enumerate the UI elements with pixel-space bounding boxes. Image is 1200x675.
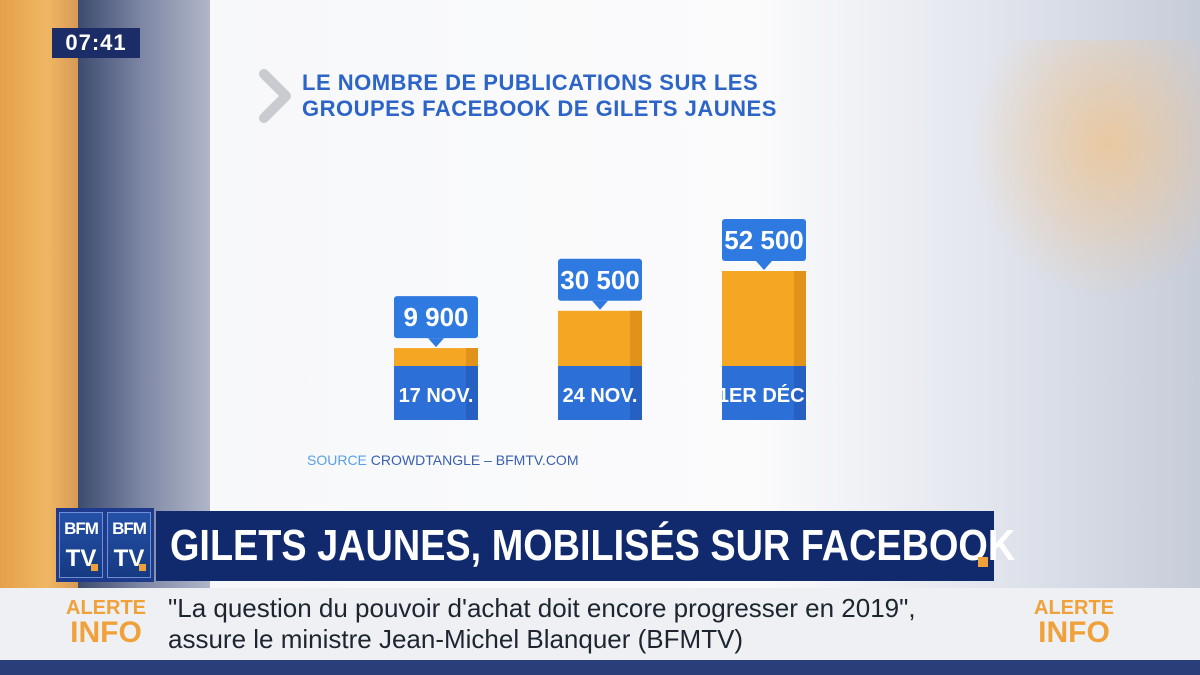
headline-banner: GILETS JAUNES, MOBILISÉS SUR FACEBOOK [156,511,1015,581]
logo-tile: BFM TV [59,512,103,578]
info-label: INFO [70,616,142,649]
logo-dot [91,564,98,571]
news-ticker [0,588,1200,660]
background-glow [970,40,1200,300]
bar-base [394,366,478,420]
category-label: 24 NOV. [563,385,638,407]
logo-text-bfm: BFM [112,519,147,538]
value-callout [558,258,642,301]
bar [722,271,806,366]
bar-side [630,310,642,366]
value-callout [722,219,806,261]
chart-title: LE NOMBRE DE PUBLICATIONS SUR LES GROUPE… [302,70,922,122]
callout-pointer [592,300,608,310]
logo-text-bfm: BFM [64,519,99,538]
bar-base-side [794,366,806,420]
alert-info-badge-left: ALERTE INFO [58,598,154,648]
value-callout [394,296,478,339]
alert-label: ALERTE [66,597,146,619]
logo-dot [139,564,146,571]
alert-label: ALERTE [1034,597,1114,619]
ticker-line-1: "La question du pouvoir d'achat doit enc… [168,593,916,623]
bar-base [558,366,642,420]
bfmtv-logo: BFM TV BFM TV [56,508,154,582]
info-label: INFO [1038,616,1110,649]
alert-info-badge-right: ALERTE INFO [1026,598,1122,648]
bar-side [794,271,806,366]
value-label: 9 900 [403,302,468,332]
chart-source: SOURCE CROWDTANGLE – BFMTV.COM [307,452,578,468]
ticker-text: "La question du pouvoir d'achat doit enc… [168,593,1018,655]
source-label: SOURCE [307,452,367,468]
headline-text: GILETS JAUNES, MOBILISÉS SUR FACEBOOK [170,521,1016,570]
bar-base-side [630,366,642,420]
bar [558,310,642,366]
bar-side [466,348,478,366]
chart-title-line-1: LE NOMBRE DE PUBLICATIONS SUR LES [302,70,759,95]
chart-title-line-2: GROUPES FACEBOOK DE GILETS JAUNES [302,96,777,121]
category-label: 1ER DÉC. [718,384,810,407]
value-label: 52 500 [724,225,804,255]
chevron-right-icon [259,69,291,123]
ticker-line-2: assure le ministre Jean-Michel Blanquer … [168,624,744,654]
bar [394,348,478,366]
category-label: 17 NOV. [399,385,474,407]
value-label: 30 500 [560,265,640,295]
ticker-bottom-bar [0,660,1200,675]
callout-pointer [756,261,772,270]
callout-pointer [428,338,444,348]
headline-dot [978,557,988,567]
bar-base-side [466,366,478,420]
clock: 07:41 [52,28,140,58]
logo-tile: BFM TV [107,512,151,578]
bar-base [722,366,806,420]
source-text: CROWDTANGLE – BFMTV.COM [370,452,579,468]
